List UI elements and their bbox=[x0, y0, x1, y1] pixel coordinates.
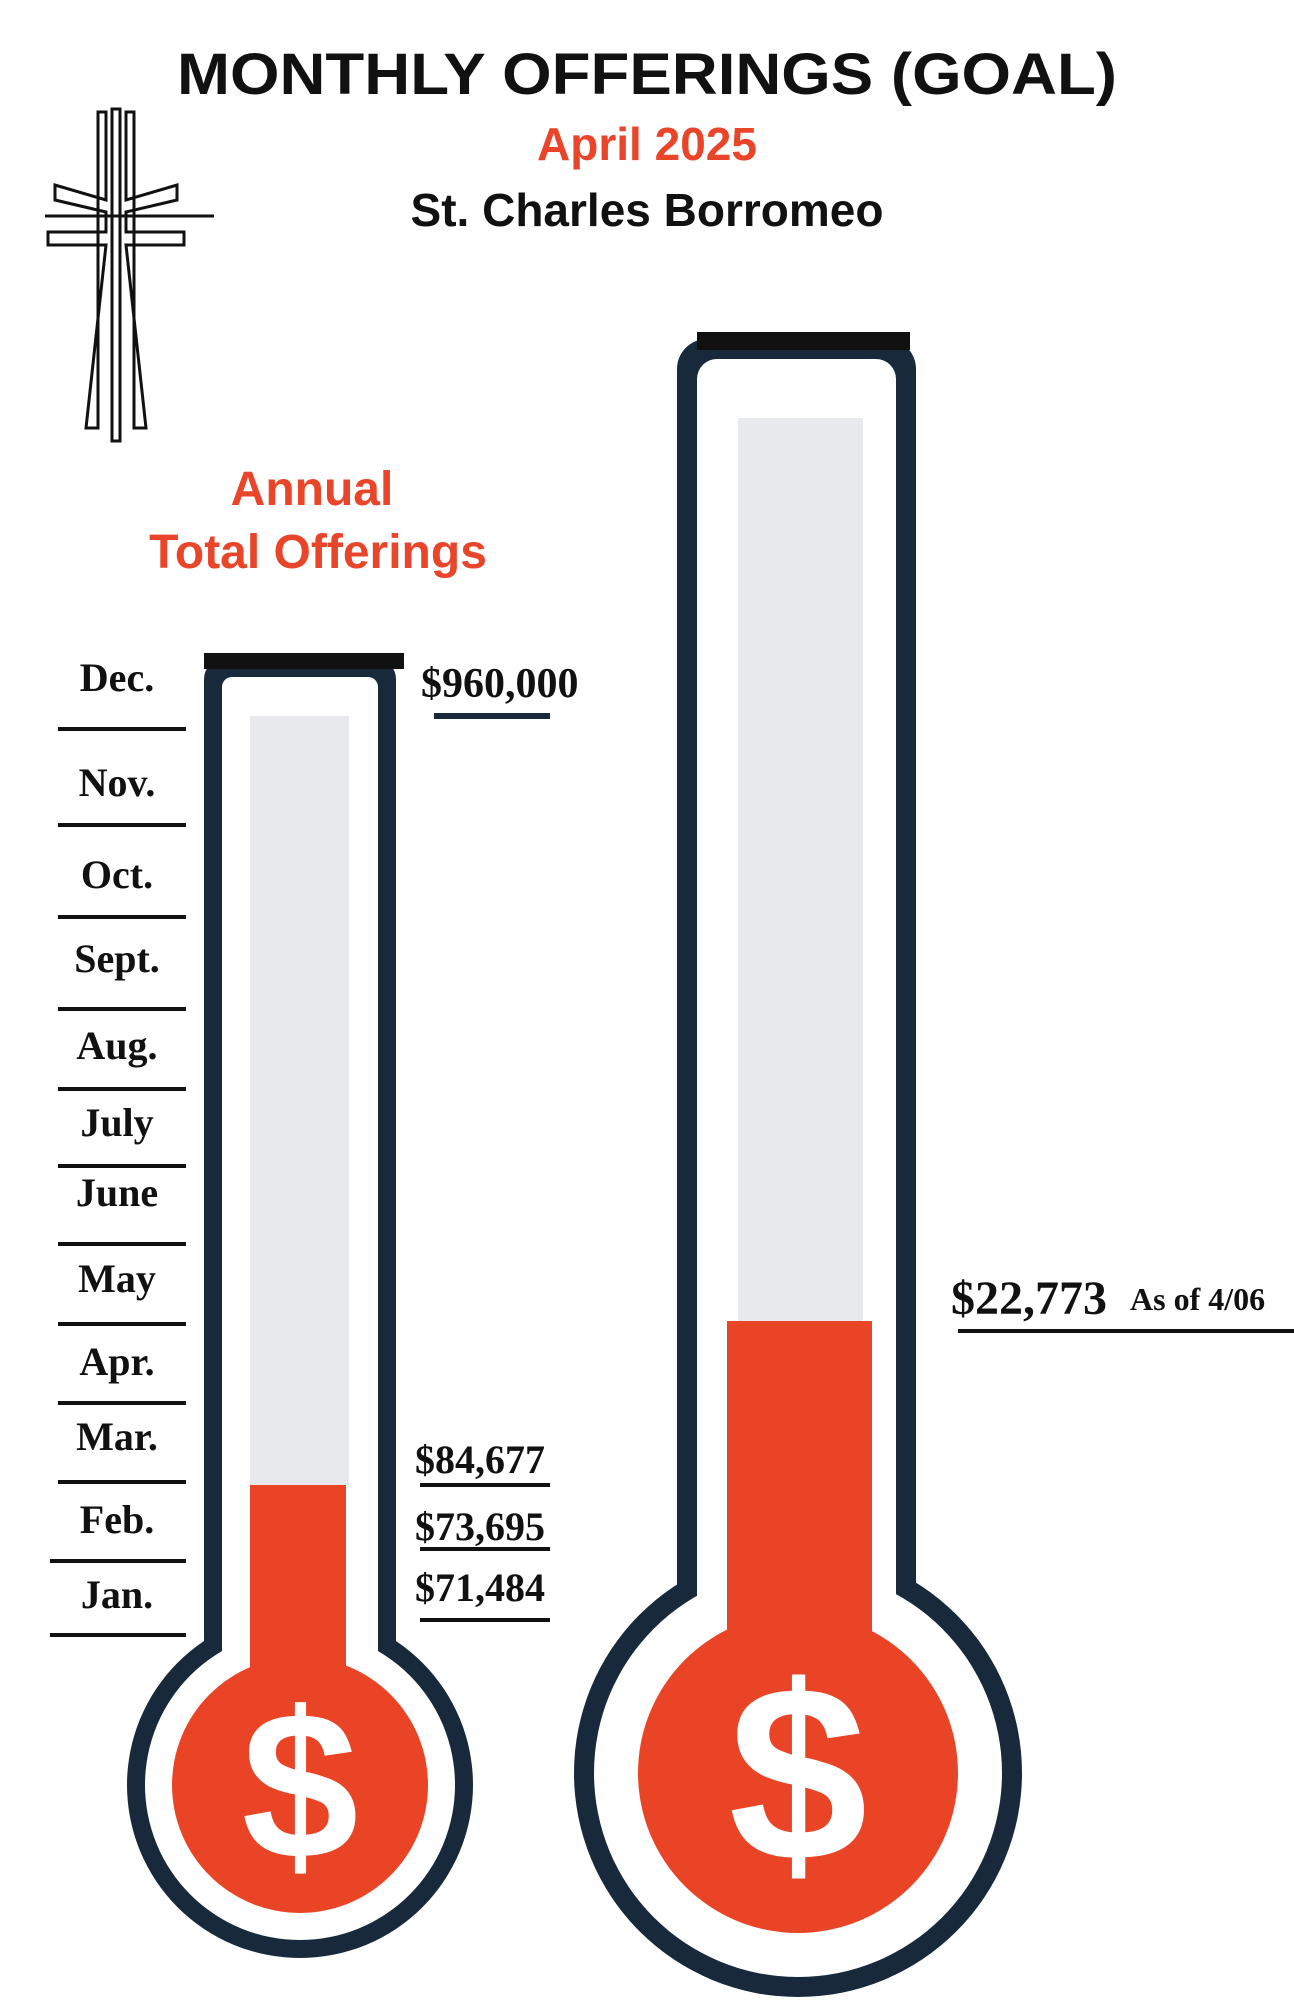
as-of-note: As of 4/06 bbox=[1130, 1281, 1265, 1317]
title: MONTHLY OFFERINGS (GOAL) bbox=[177, 42, 1117, 107]
subtitle: April 2025 bbox=[537, 118, 757, 170]
monthly-amount: $22,773 bbox=[951, 1272, 1107, 1325]
labels: Dec. Nov. Oct. Sept. Aug. July June May Apr. Mar.… bbox=[50, 655, 1294, 1637]
month-label: Dec. bbox=[80, 655, 154, 700]
monthly-thermometer: $ bbox=[574, 332, 1022, 1997]
month-label: June bbox=[76, 1170, 158, 1215]
month-label: Nov. bbox=[79, 760, 156, 805]
month-label: Oct. bbox=[81, 852, 153, 897]
annual-thermometer: $ bbox=[127, 653, 473, 1958]
month-label: Jan. bbox=[81, 1572, 153, 1617]
month-label: May bbox=[78, 1256, 156, 1301]
month-label: July bbox=[80, 1100, 153, 1145]
annual-heading: Total Offerings bbox=[149, 526, 487, 579]
annual-heading: Annual bbox=[231, 463, 394, 516]
month-label: Mar. bbox=[76, 1414, 158, 1459]
month-amount: $73,695 bbox=[415, 1504, 545, 1549]
month-label: Sept. bbox=[74, 936, 160, 981]
month-amount: $71,484 bbox=[415, 1565, 545, 1610]
month-label: Feb. bbox=[80, 1497, 154, 1542]
svg-text:$: $ bbox=[242, 1668, 359, 1903]
month-label: Aug. bbox=[76, 1023, 157, 1068]
cross-icon bbox=[45, 107, 214, 443]
svg-text:$: $ bbox=[728, 1634, 867, 1913]
month-label: Apr. bbox=[79, 1339, 154, 1384]
parish: St. Charles Borromeo bbox=[411, 184, 884, 236]
month-amount: $84,677 bbox=[415, 1437, 545, 1482]
goal-amount: $960,000 bbox=[421, 661, 579, 707]
